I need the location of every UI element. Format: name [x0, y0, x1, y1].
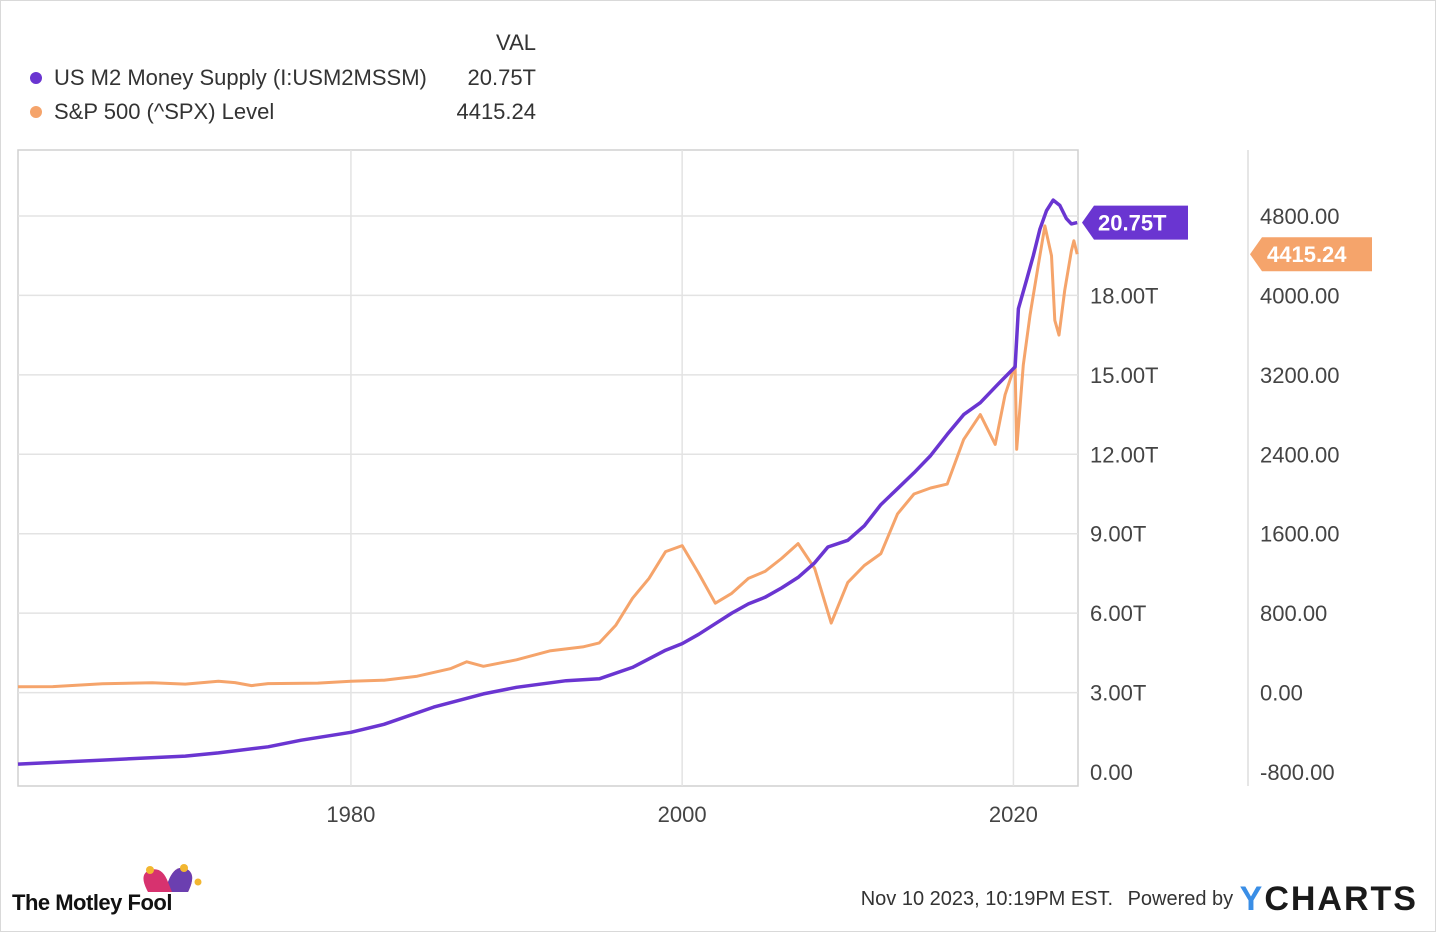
footer-attribution: Nov 10 2023, 10:19PM EST. Powered by YCH…	[861, 880, 1418, 920]
legend-value-spx: 4415.24	[456, 99, 536, 124]
legend-column-header: VAL	[496, 30, 536, 55]
right-tick-label: 3200.00	[1260, 363, 1340, 388]
legend-label-spx: S&P 500 (^SPX) Level	[54, 99, 275, 124]
x-tick-label: 2000	[658, 802, 707, 827]
powered-by-label: Powered by	[1127, 888, 1234, 910]
series-line-spx	[17, 224, 1079, 689]
end-flag-spx	[1250, 237, 1372, 272]
right-tick-label: 1600.00	[1260, 522, 1340, 547]
left-tick-label: 18.00T	[1090, 283, 1159, 308]
right-tick-label: 4800.00	[1260, 204, 1340, 229]
legend-dot-m2	[30, 72, 42, 84]
ycharts-logo[interactable]: YCHARTS	[1239, 880, 1418, 918]
left-tick-label: 15.00T	[1090, 363, 1159, 388]
plot-area	[17, 149, 1079, 787]
legend-item-m2[interactable]: US M2 Money Supply (I:USM2MSSM) 20.75T	[30, 63, 540, 93]
end-flag-m2	[1082, 205, 1188, 240]
motley-fool-wordmark: The Motley Fool	[12, 890, 172, 915]
legend-item-spx[interactable]: S&P 500 (^SPX) Level 4415.24	[30, 97, 540, 127]
left-tick-label: 6.00T	[1090, 601, 1146, 626]
x-tick-label: 1980	[326, 802, 375, 827]
right-tick-label: 2400.00	[1260, 442, 1340, 467]
motley-fool-logo: The Motley Fool	[12, 862, 212, 918]
chart-timestamp: Nov 10 2023, 10:19PM EST.	[860, 888, 1114, 910]
end-label-spx: 4415.24	[1267, 242, 1347, 267]
left-tick-label: 9.00T	[1090, 522, 1146, 547]
right-tick-label: 0.00	[1260, 681, 1303, 706]
left-tick-label: 12.00T	[1090, 442, 1159, 467]
left-tick-label: 0.00	[1090, 760, 1133, 785]
series-line-m2	[17, 198, 1078, 766]
right-tick-label: -800.00	[1260, 760, 1335, 785]
legend-value-m2: 20.75T	[467, 65, 537, 90]
x-tick-label: 2020	[989, 802, 1038, 827]
end-label-m2: 20.75T	[1098, 211, 1167, 236]
legend-label-m2: US M2 Money Supply (I:USM2MSSM)	[54, 65, 427, 90]
right-tick-label: 800.00	[1260, 601, 1327, 626]
line-chart: 0.003.00T6.00T9.00T12.00T15.00T18.00T21.…	[17, 149, 1372, 827]
right-tick-label: 4000.00	[1260, 283, 1340, 308]
legend-dot-spx	[30, 106, 42, 118]
left-tick-label: 3.00T	[1090, 681, 1146, 706]
jester-hat-icon	[143, 864, 202, 892]
